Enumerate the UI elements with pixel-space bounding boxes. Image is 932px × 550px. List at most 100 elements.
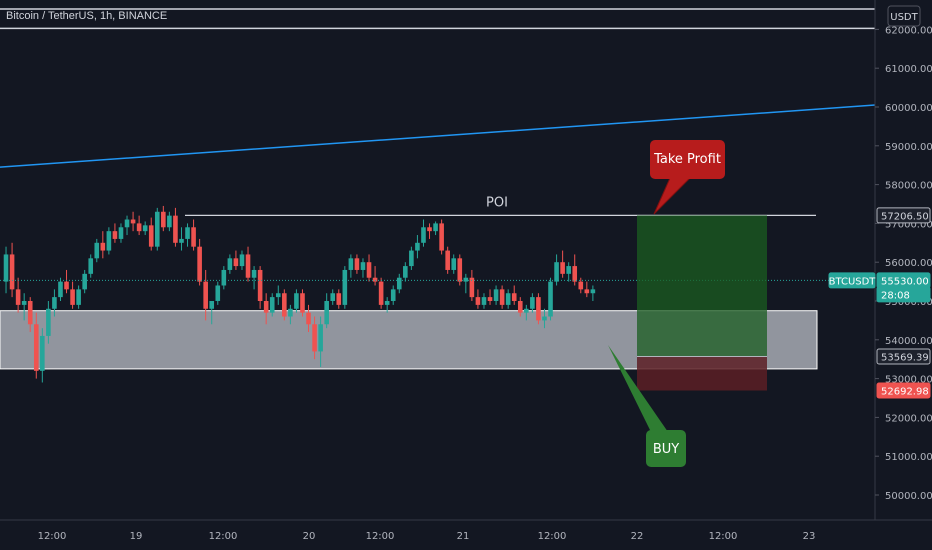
candle-body [21, 301, 27, 305]
time-tick-label: 20 [303, 531, 316, 542]
candle-body [27, 301, 33, 325]
candle-body [330, 293, 336, 301]
candle-body [124, 219, 130, 228]
long-position-profit-zone[interactable] [637, 215, 767, 357]
candle-body [524, 308, 529, 313]
price-tick-label: 55000.00 [885, 297, 932, 308]
price-axis-labels: 57206.50 BTCUSDT 55530.00 28:08 53569.39 5269… [828, 207, 931, 399]
candle-body [378, 281, 384, 305]
candle-body [185, 227, 190, 239]
time-tick-label: 23 [803, 531, 816, 542]
candle-body [239, 254, 245, 267]
candle-body [15, 289, 21, 305]
poi-label: POI [486, 195, 508, 210]
time-tick-label: 12:00 [709, 531, 738, 542]
time-tick-label: 12:00 [366, 531, 395, 542]
candle-body [572, 266, 578, 282]
candle-body [33, 324, 39, 371]
candle-body [209, 301, 215, 309]
candle-body [251, 269, 257, 278]
candle-body [46, 308, 51, 336]
candle-body [384, 301, 390, 305]
candle-body [263, 301, 269, 313]
time-tick-label: 12:00 [38, 531, 67, 542]
price-label-text: 57206.50 [881, 211, 929, 222]
candle-body [227, 258, 233, 270]
candle-body [372, 277, 378, 282]
candle-body [360, 262, 366, 270]
candle-body [366, 262, 372, 278]
candle-body [136, 223, 142, 232]
candle-body [354, 258, 360, 270]
candle-body [487, 297, 493, 301]
candle-body [288, 308, 293, 317]
time-tick-label: 12:00 [209, 531, 238, 542]
candle-body [421, 227, 426, 243]
price-label-text: 55530.00 [881, 276, 929, 287]
time-tick-label: 12:00 [538, 531, 567, 542]
trend-line[interactable] [0, 104, 876, 168]
candle-body [221, 269, 227, 286]
candle-body [463, 277, 469, 282]
candle-body [179, 238, 184, 243]
candle-body [70, 289, 75, 305]
candle-body [269, 297, 275, 313]
candle-body [475, 297, 481, 305]
candle-body [9, 254, 15, 290]
candle-body [318, 324, 323, 352]
candle-body [457, 258, 463, 282]
price-label-text: BTCUSDT [829, 276, 877, 287]
time-tick-label: 21 [457, 531, 470, 542]
candle-body [118, 227, 124, 239]
price-label-box [876, 286, 931, 303]
candle-body [342, 269, 348, 305]
candle-body [100, 242, 106, 251]
candle-body [215, 285, 221, 301]
candle-body [336, 293, 342, 305]
candle-body [161, 211, 166, 228]
candle-body [554, 262, 559, 282]
candle-body [130, 219, 136, 224]
chart-title: Bitcoin / TetherUS, 1h, BINANCE [6, 10, 168, 22]
candle-body [415, 242, 420, 251]
price-label-fill [877, 383, 930, 399]
candle-body [511, 293, 517, 301]
price-tick-label: 56000.00 [885, 258, 932, 269]
currency-badge[interactable] [887, 5, 921, 27]
candle-body [40, 335, 45, 371]
price-tick-label: 59000.00 [885, 142, 932, 153]
candle-body [64, 281, 69, 290]
long-position-loss-zone[interactable] [637, 356, 767, 391]
price-tick-label: 57000.00 [885, 219, 932, 230]
candle-body [148, 225, 154, 247]
candle-body [76, 289, 81, 305]
buy-callout[interactable] [646, 430, 686, 467]
take-profit-callout[interactable] [650, 140, 725, 179]
candle-body [469, 277, 475, 298]
candle-body [499, 289, 505, 305]
candle-body [403, 266, 408, 278]
candle-body [517, 301, 523, 313]
buy-callout-pointer [608, 345, 668, 432]
candle-body [245, 254, 251, 278]
candle-body [3, 254, 9, 282]
price-label-text: 53569.39 [881, 353, 929, 364]
candle-body [82, 273, 87, 290]
time-axis[interactable]: 12:00 19 12:00 20 12:00 21 12:00 22 12:00 23 [38, 531, 816, 542]
candle-body [590, 289, 596, 294]
candle-body [52, 297, 57, 309]
candle-body [294, 293, 299, 309]
currency-label: USDT [890, 12, 918, 23]
buy-label: BUY [653, 442, 679, 457]
price-axis-ticks: 50000.00 51000.00 52000.00 53000.00 54000.00… [875, 25, 932, 502]
price-label-text: 28:08 [881, 290, 910, 301]
candle-body [584, 289, 590, 294]
price-label-box [876, 348, 931, 365]
candle-body [233, 258, 239, 267]
candle-body [451, 258, 457, 270]
candle-body [505, 293, 511, 305]
candle-body [306, 312, 311, 325]
price-tick-label: 61000.00 [885, 64, 932, 75]
price-tick-label: 52000.00 [885, 413, 932, 424]
